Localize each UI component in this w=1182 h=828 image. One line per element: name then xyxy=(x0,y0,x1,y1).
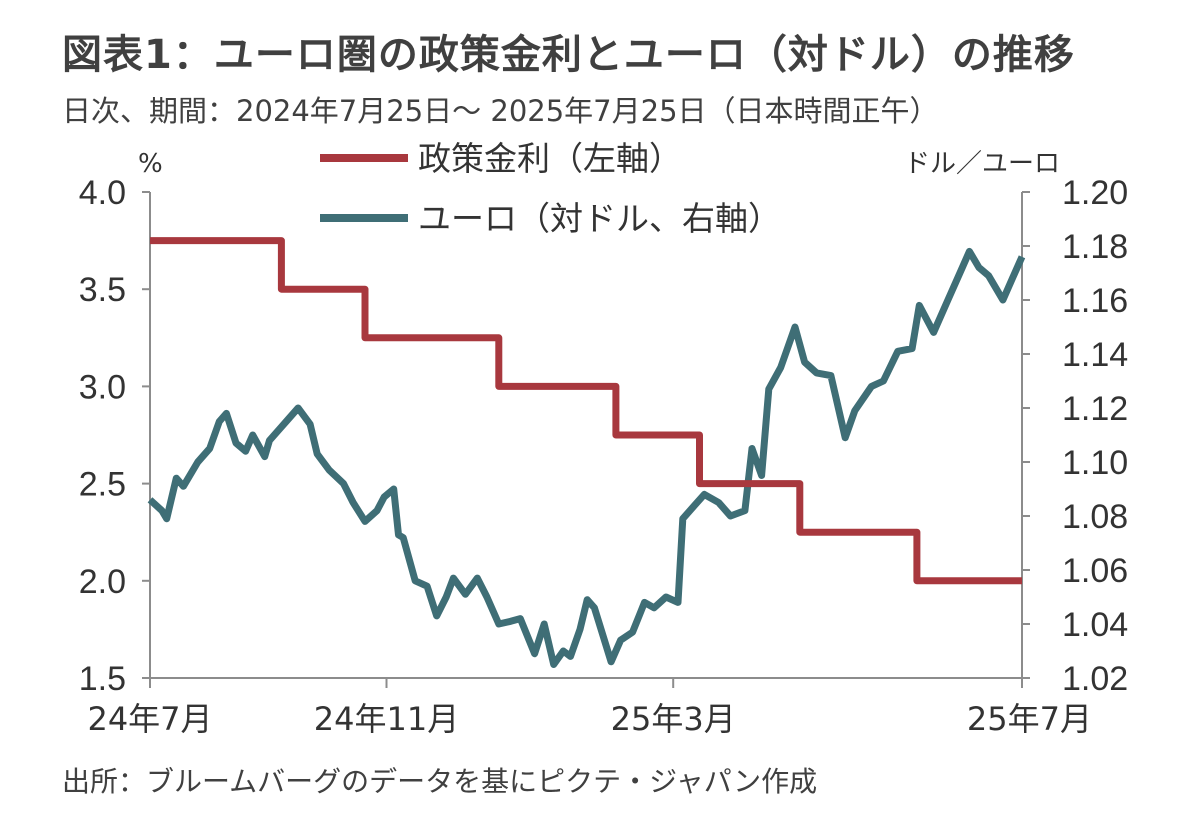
right-tick-label: 1.06 xyxy=(1062,552,1128,590)
right-tick-label: 1.02 xyxy=(1062,660,1128,698)
right-tick-label: 1.04 xyxy=(1062,606,1128,644)
right-tick-label: 1.12 xyxy=(1062,390,1128,428)
source-note: 出所：ブルームバーグのデータを基にピクテ・ジャパン作成 xyxy=(62,765,818,798)
left-tick-label: 3.5 xyxy=(79,271,126,309)
left-tick-label: 4.0 xyxy=(79,174,126,212)
policy-rate-line xyxy=(150,237,1022,585)
x-tick-label: 25年7月 xyxy=(967,700,1092,738)
left-axis-unit: % xyxy=(138,149,163,179)
legend-eur-usd-label: ユーロ（対ドル、右軸） xyxy=(418,199,781,238)
left-tick-label: 1.5 xyxy=(79,660,126,698)
x-tick-label: 24年7月 xyxy=(87,700,212,738)
right-tick-label: 1.18 xyxy=(1062,228,1128,266)
right-tick-label: 1.08 xyxy=(1062,498,1128,536)
legend-policy-rate-label: 政策金利（左軸） xyxy=(418,139,682,178)
left-tick-label: 2.5 xyxy=(79,466,126,504)
right-tick-label: 1.14 xyxy=(1062,336,1128,374)
x-tick-label: 25年3月 xyxy=(611,700,736,738)
right-tick-label: 1.10 xyxy=(1062,444,1128,482)
right-tick-label: 1.20 xyxy=(1062,174,1128,212)
left-tick-label: 3.0 xyxy=(79,368,126,406)
right-axis-unit: ドル／ユーロ xyxy=(904,149,1060,179)
left-tick-label: 2.0 xyxy=(79,563,126,601)
eur-usd-line xyxy=(147,247,1026,668)
x-tick-label: 24年11月 xyxy=(314,700,459,738)
right-tick-label: 1.16 xyxy=(1062,282,1128,320)
chart-title: 図表1：ユーロ圏の政策金利とユーロ（対ドル）の推移 xyxy=(62,32,1075,78)
chart-subtitle: 日次、期間：2024年7月25日～ 2025年7月25日（日本時間正午） xyxy=(62,94,939,128)
